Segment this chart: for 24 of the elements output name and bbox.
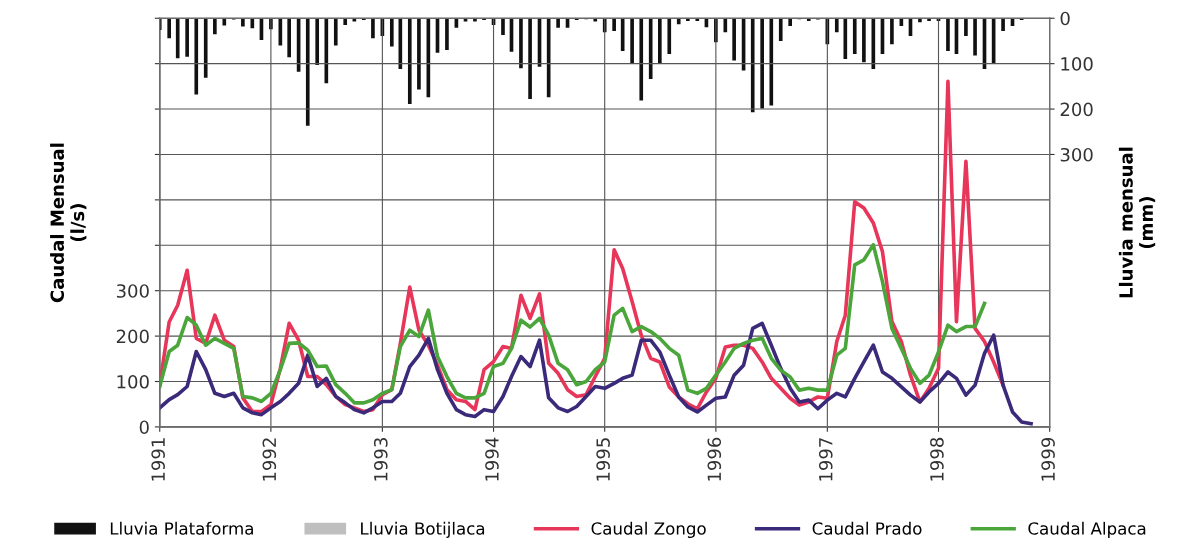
legend-label: Caudal Alpaca	[1028, 521, 1146, 538]
y-tick-label: 200	[116, 329, 149, 344]
x-tick-label: 1996	[707, 437, 722, 481]
x-tick-label: 1993	[373, 438, 388, 481]
y-tick-label: 0	[139, 420, 149, 435]
y2-tick-label: 0	[1060, 11, 1070, 26]
y2-tick-label: 300	[1060, 147, 1093, 162]
legend-label: Lluvia Botijlaca	[361, 521, 485, 538]
legend-label: Caudal Zongo	[591, 521, 706, 538]
x-tick-label: 1992	[262, 438, 277, 481]
y2-tick-label: 100	[1061, 57, 1093, 71]
x-tick-label: 1999	[1041, 437, 1055, 481]
y2-tick-label: 200	[1060, 102, 1093, 117]
y-tick-label: 100	[117, 374, 149, 389]
y-axis-title: Caudal Mensual (l/s)	[50, 143, 87, 303]
legend-label: Caudal Prado	[812, 521, 922, 535]
x-tick-label: 1991	[151, 438, 165, 481]
y-tick-label: 300	[116, 284, 149, 298]
legend-label: Lluvia Plataforma	[110, 521, 253, 535]
y2-axis-title: Lluvia mensual (mm)	[1118, 147, 1156, 298]
x-tick-label: 1998	[930, 437, 944, 481]
x-tick-label: 1995	[596, 438, 610, 481]
x-tick-label: 1997	[818, 438, 833, 481]
x-tick-label: 1994	[485, 437, 499, 481]
